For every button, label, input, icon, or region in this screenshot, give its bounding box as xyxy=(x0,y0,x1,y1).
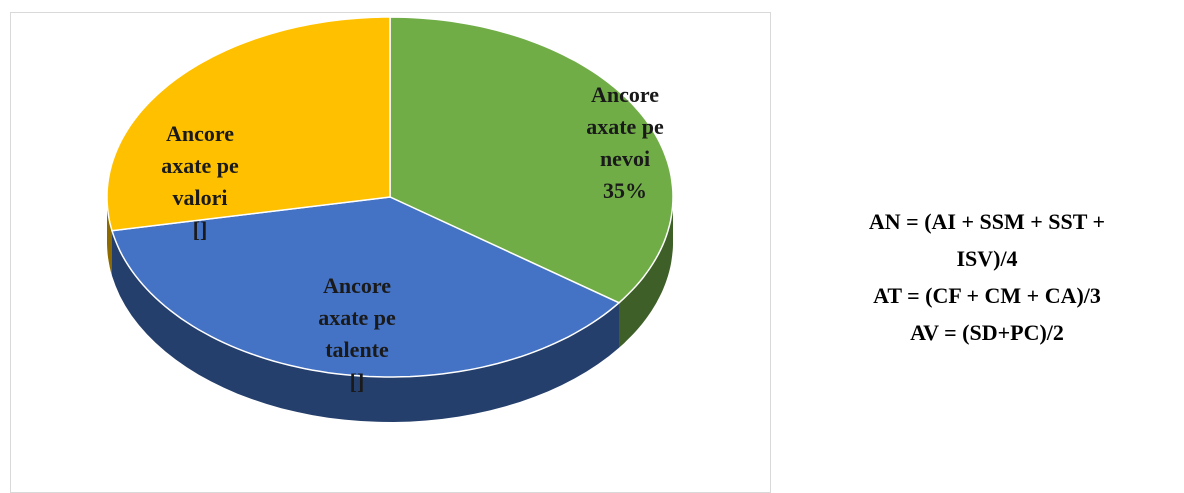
slice xyxy=(106,16,391,232)
formula-block: AN = (AI + SSM + SST + ISV)/4 AT = (CF + C… xyxy=(790,203,1184,351)
formula-line: AN = (AI + SSM + SST + xyxy=(868,209,1106,234)
category-label: Ancore axate pe nevoi xyxy=(586,82,664,171)
formula-line: AT = (CF + CM + CA)/3 xyxy=(873,283,1101,308)
slice-label: Ancore axate pe talente [] xyxy=(292,270,422,398)
slice-label: Ancore axate pe nevoi 35% xyxy=(560,79,690,207)
slice-side xyxy=(112,230,619,422)
slice xyxy=(389,16,674,304)
slice-label: Ancore axate pe valori [] xyxy=(135,118,265,246)
category-label: Ancore axate pe talente xyxy=(318,273,396,362)
formula-line: AV = (SD+PC)/2 xyxy=(910,320,1064,345)
value-label: [] xyxy=(192,217,208,242)
slice xyxy=(111,196,621,378)
category-label: Ancore axate pe valori xyxy=(161,121,239,210)
value-label: [] xyxy=(349,369,365,394)
slice-side xyxy=(619,197,673,348)
formula-line: ISV)/4 xyxy=(956,246,1018,271)
value-label: 35% xyxy=(603,178,647,203)
